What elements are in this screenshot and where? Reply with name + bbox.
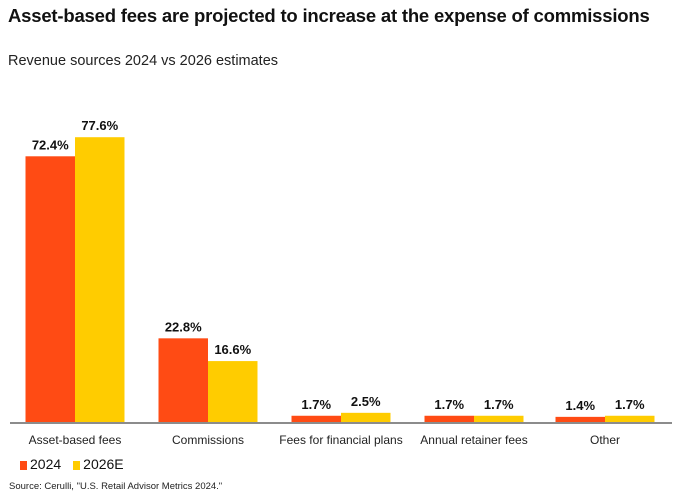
- bar-2026e-3: [474, 415, 524, 422]
- x-tick-label: Other: [590, 433, 620, 447]
- bar-2024-2: [291, 415, 341, 422]
- data-label: 1.7%: [301, 397, 331, 412]
- x-tick-label: Fees for financial plans: [279, 433, 402, 447]
- bar-2024-1: [158, 338, 208, 422]
- legend-swatch-2026e: [73, 460, 81, 470]
- bar-2024-3: [424, 415, 474, 422]
- chart-subtitle: Revenue sources 2024 vs 2026 estimates: [8, 53, 279, 69]
- data-label: 22.8%: [165, 319, 202, 334]
- legend-label: 2024: [30, 456, 62, 472]
- data-label: 1.7%: [484, 397, 514, 412]
- bar-2024-4: [555, 416, 605, 422]
- data-label: 2.5%: [351, 394, 381, 409]
- bar-2026e-4: [605, 415, 655, 422]
- legend: 2024 2026E: [20, 456, 124, 472]
- x-tick-label: Asset-based fees: [29, 433, 122, 447]
- chart-title: Asset-based fees are projected to increa…: [8, 5, 650, 26]
- legend-item-2026e: 2026E: [73, 456, 124, 472]
- data-label: 1.7%: [434, 397, 464, 412]
- data-label: 1.7%: [615, 397, 645, 412]
- x-tick-label: Commissions: [172, 433, 244, 447]
- data-label: 77.6%: [81, 118, 118, 133]
- source-note: Source: Cerulli, "U.S. Retail Advisor Me…: [9, 481, 223, 492]
- legend-label: 2026E: [83, 456, 124, 472]
- data-label: 1.4%: [565, 398, 595, 413]
- bar-2026e-1: [208, 361, 258, 422]
- legend-item-2024: 2024: [20, 456, 61, 472]
- bar-2026e-2: [341, 412, 391, 422]
- bar-2026e-0: [75, 137, 125, 422]
- bar-2024-0: [25, 156, 75, 423]
- legend-swatch-2024: [20, 460, 27, 470]
- data-label: 16.6%: [214, 342, 251, 357]
- x-tick-label: Annual retainer fees: [420, 433, 527, 447]
- data-label: 72.4%: [32, 137, 69, 152]
